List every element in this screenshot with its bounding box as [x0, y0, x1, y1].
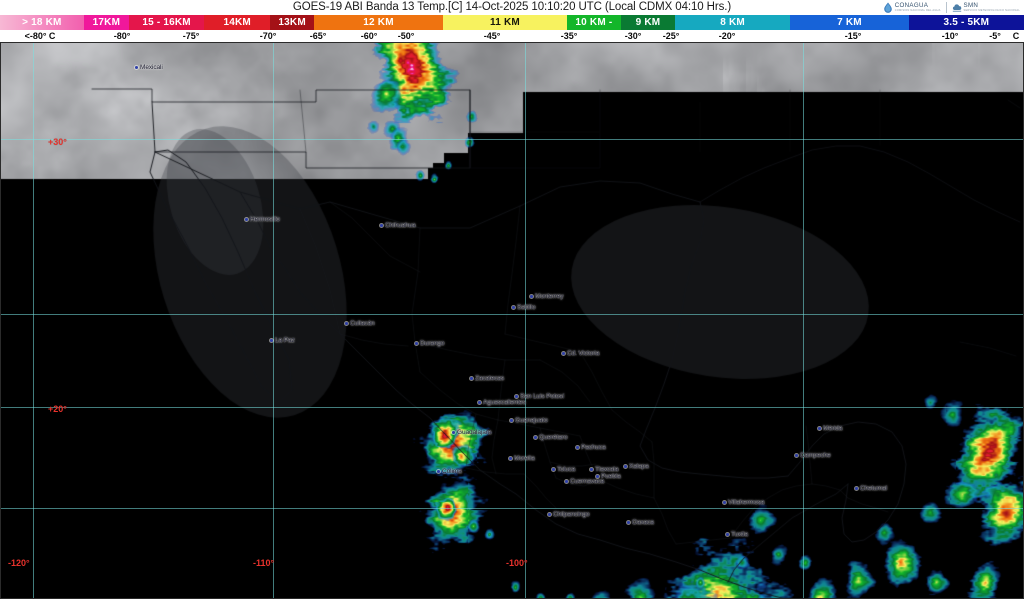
temperature-colorbar-legend: > 18 KM 17KM 15 - 16KM 14KM 13KM 12 KM 11 KM 10… [0, 15, 1024, 42]
satellite-map[interactable]: +30° +20° -120° -110° -100° Mexicali Hermosil… [0, 42, 1024, 599]
colorbar-segment-label: 3.5 - 5KM [943, 17, 990, 28]
cloud-icon [952, 4, 961, 12]
grid-coordinate-label: -100° [506, 558, 528, 568]
colorbar-segment-label: 7 KM [837, 17, 862, 28]
colorbar-tick: -45° [483, 31, 501, 41]
grid-coordinate-label: -120° [8, 558, 30, 568]
colorbar-segment: 12 KM [313, 15, 444, 30]
page-title: GOES-19 ABI Banda 13 Temp.[C] 14-Oct-202… [292, 1, 732, 13]
colorbar-segment-label: > 18 KM [22, 17, 62, 28]
colorbar-tick: -70° [259, 31, 277, 41]
colorbar-tick: -10° [941, 31, 959, 41]
colorbar-tick: C [1012, 31, 1020, 41]
conagua-logo-subtitle: COMISION NACIONAL DEL AGUA [894, 8, 941, 12]
colorbar-tick: -35° [560, 31, 578, 41]
colorbar-tick: -65° [309, 31, 327, 41]
colorbar-segment: 9 KM [620, 15, 676, 30]
colorbar-segment: 15 - 16KM [129, 15, 205, 30]
smn-logo-subtitle: SERVICIO METEOROLOGICO NACIONAL [963, 8, 1020, 12]
colorbar-tick: -60° [360, 31, 378, 41]
conagua-logo-name: CONAGUA [894, 1, 929, 9]
colorbar-segment-label: 14KM [223, 17, 251, 28]
colorbar-tick: <-80° C [24, 31, 56, 41]
colorbar-segment: 11 KM [443, 15, 567, 30]
colorbar-tick: -15° [844, 31, 862, 41]
colorbar-segment: 17KM [83, 15, 130, 30]
colorbar-segment: 8 KM [675, 15, 791, 30]
conagua-logo: CONAGUA COMISION NACIONAL DEL AGUA [883, 2, 941, 13]
colorbar-segment: 14KM [204, 15, 271, 30]
logo-divider [945, 2, 947, 13]
water-drop-icon [883, 2, 892, 13]
colorbar-segments: > 18 KM 17KM 15 - 16KM 14KM 13KM 12 KM 11 KM 10… [0, 15, 1024, 30]
grid-coordinate-label: -110° [253, 558, 275, 568]
colorbar-segment: 3.5 - 5KM [908, 15, 1024, 30]
grid-coordinate-label: +30° [48, 137, 67, 147]
title-bar: GOES-19 ABI Banda 13 Temp.[C] 14-Oct-202… [0, 0, 1024, 15]
colorbar-segment-label: 11 KM [490, 17, 520, 28]
colorbar-tick: -75° [182, 31, 200, 41]
colorbar-tick: -80° [113, 31, 131, 41]
colorbar-tick: -25° [662, 31, 680, 41]
colorbar-segment-label: 8 KM [720, 17, 745, 28]
colorbar-tick: -5° [989, 31, 1001, 41]
colorbar-tick: -30° [624, 31, 642, 41]
grid-coordinate-label: +20° [48, 404, 67, 414]
colorbar-segment-label: 10 KM - [575, 17, 613, 28]
colorbar-tick: -50° [397, 31, 415, 41]
colorbar-tick: -20° [718, 31, 736, 41]
colorbar-segment-label: 13KM [278, 17, 306, 28]
colorbar-segment-label: 15 - 16KM [142, 17, 191, 28]
colorbar-segment: 7 KM [790, 15, 909, 30]
colorbar-segment-label: 17KM [92, 17, 121, 28]
agency-logos: CONAGUA COMISION NACIONAL DEL AGUA SMN S… [883, 0, 1020, 15]
colorbar-segment-label: 12 KM [363, 17, 394, 28]
smn-logo: SMN SERVICIO METEOROLOGICO NACIONAL [952, 2, 1020, 13]
colorbar-segment: 13KM [270, 15, 314, 30]
smn-logo-name: SMN [963, 1, 979, 9]
colorbar-segment: > 18 KM [0, 15, 84, 30]
infrared-imagery-canvas [0, 42, 1024, 599]
colorbar-segment: 10 KM - [566, 15, 621, 30]
colorbar-tick-labels: <-80° C -80° -75° -70° -65° -60° -50° -45° -35° -… [0, 30, 1024, 42]
colorbar-segment-label: 9 KM [635, 17, 661, 28]
